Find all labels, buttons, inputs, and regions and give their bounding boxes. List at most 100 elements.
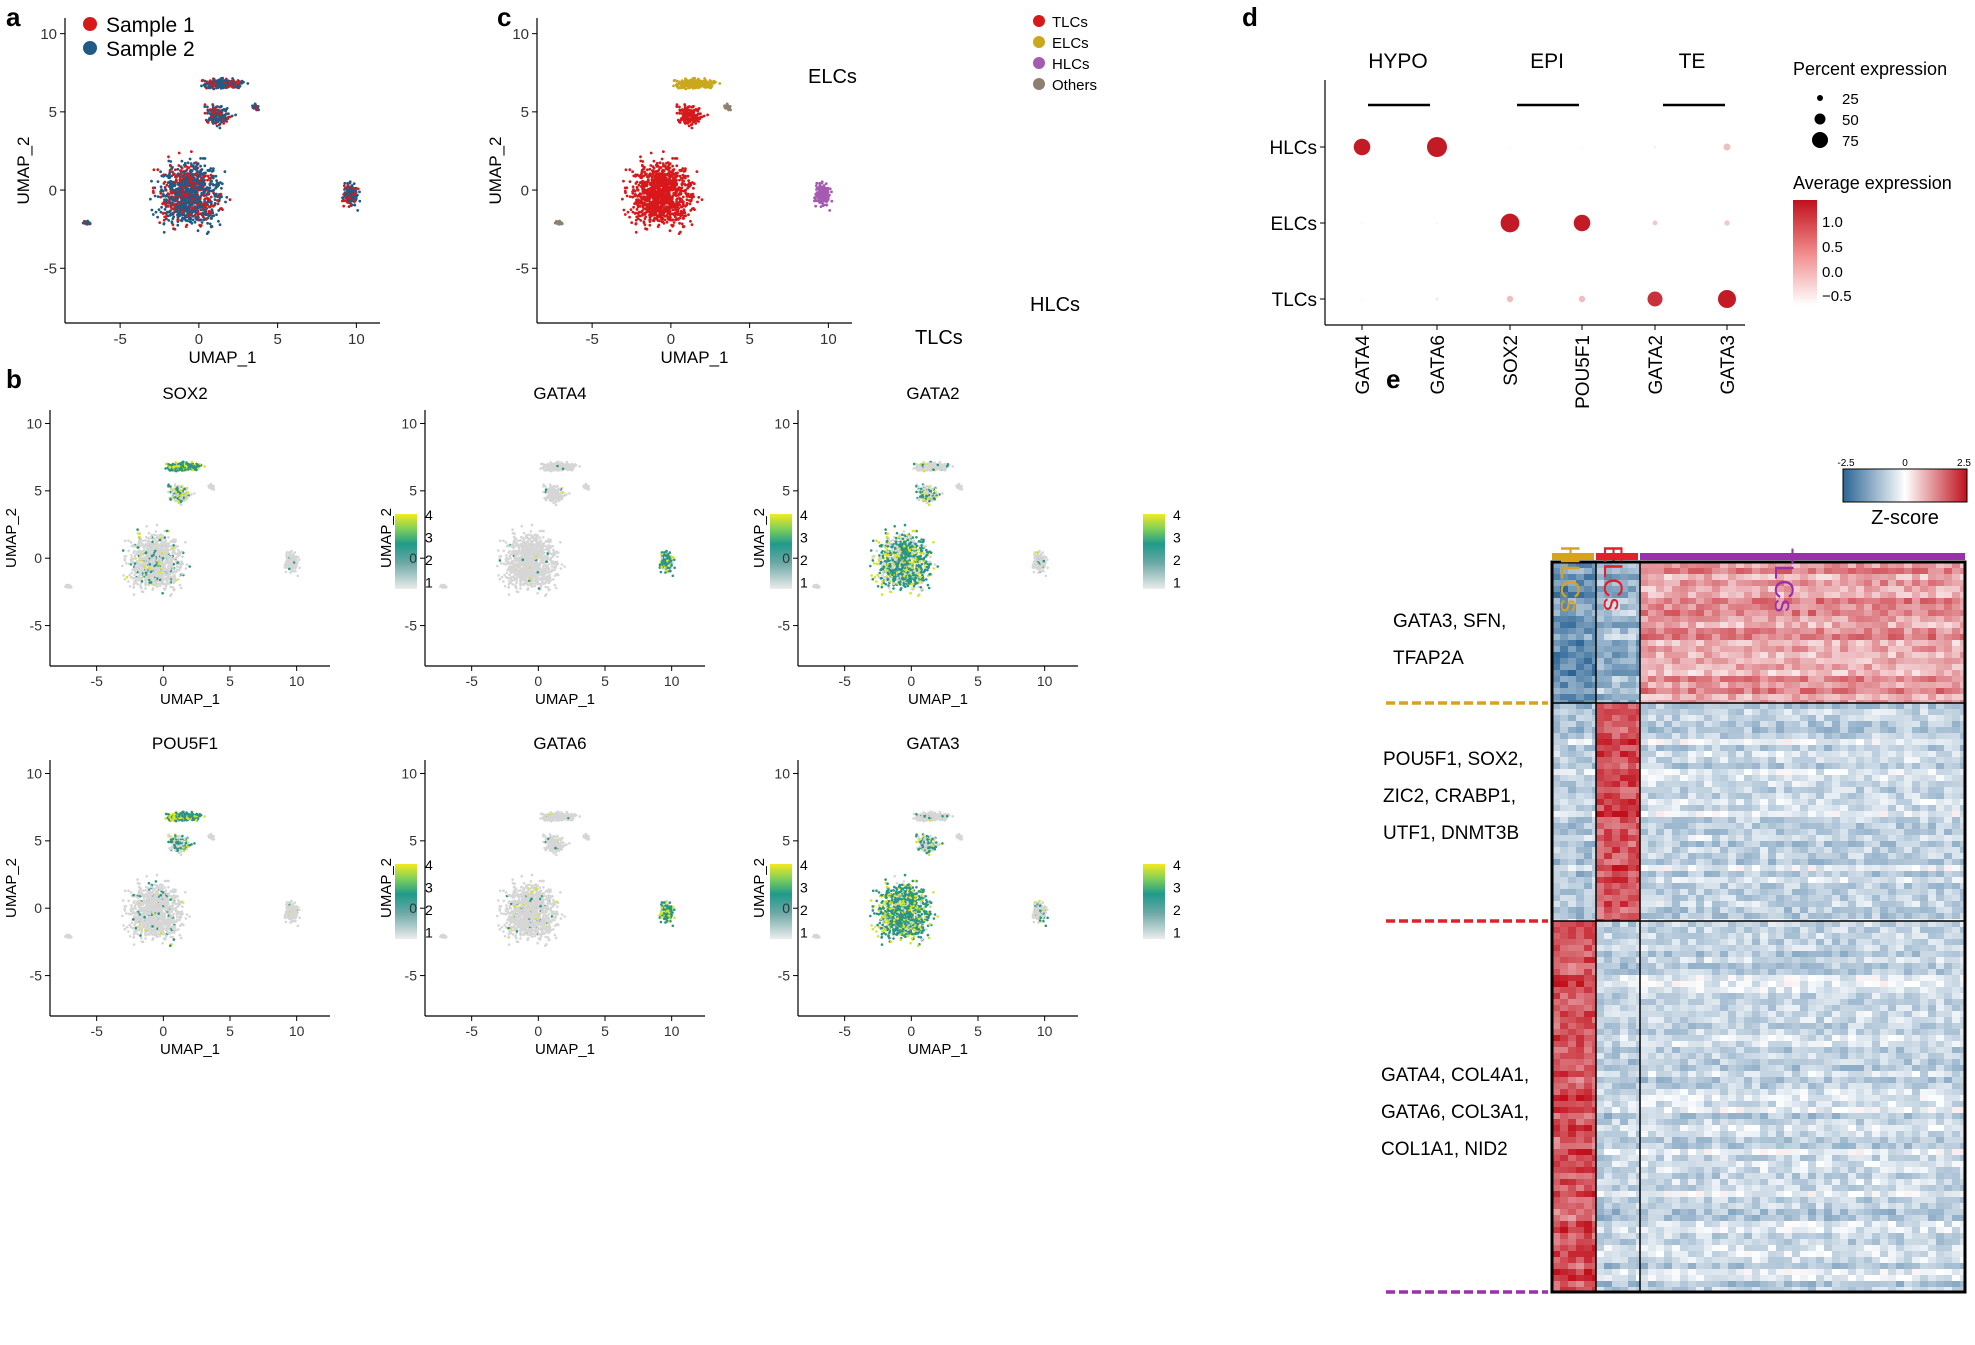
scatter-point [208, 222, 212, 226]
feature-point [153, 533, 156, 536]
scatter-point [159, 185, 163, 189]
scatter-point [215, 124, 219, 128]
scatter-point [668, 209, 672, 213]
scatter-point [156, 215, 160, 219]
scatter-point [672, 221, 676, 224]
feature-point [162, 545, 166, 548]
scatter-point [215, 185, 219, 189]
scatter-point [186, 161, 190, 165]
scatter-point [818, 194, 821, 198]
scatter-point [173, 168, 177, 172]
scatter-point [669, 202, 673, 206]
legend-sample2-marker [83, 41, 97, 55]
scatter-point [189, 174, 192, 178]
scatter-point [676, 174, 679, 178]
feature-point [171, 495, 174, 498]
scatter-point [176, 167, 180, 171]
scatter-point [203, 205, 206, 209]
feature-point [148, 576, 151, 580]
feature-point [147, 531, 151, 535]
scatter-point [644, 189, 648, 193]
scatter-point [159, 210, 163, 214]
feature-point [150, 565, 154, 569]
scatter-point [668, 204, 672, 208]
feature-point [170, 565, 174, 568]
scatter-point [164, 194, 167, 198]
feature-point [133, 573, 136, 577]
scatter-point [185, 205, 189, 209]
scatter-point [205, 232, 209, 236]
feature-point [127, 562, 131, 566]
scatter-point [200, 84, 203, 88]
scatter-point [200, 79, 204, 83]
scatter-point [634, 222, 638, 225]
feature-point [169, 594, 172, 597]
scatter-point [221, 114, 225, 118]
feature-point [158, 552, 162, 555]
scatter-point [168, 172, 172, 176]
feature-point [141, 590, 145, 594]
scatter-point [661, 177, 665, 181]
feature-point [174, 570, 177, 574]
scatter-point [156, 180, 160, 184]
scatter-point [624, 191, 627, 195]
feature-point [127, 549, 130, 553]
scatter-point [342, 204, 346, 208]
scatter-point [151, 213, 155, 216]
scatter-point [356, 187, 360, 191]
scatter-point [217, 219, 220, 223]
feature-point [184, 541, 187, 544]
feature-point [162, 566, 165, 569]
scatter-point [201, 157, 205, 160]
feature-point [131, 557, 135, 561]
scatter-point [821, 191, 825, 195]
scatter-point [653, 186, 657, 190]
scatter-point [202, 172, 206, 175]
scatter-point [688, 202, 692, 206]
size-legend-dot-75 [1812, 132, 1828, 148]
scatter-point [678, 221, 681, 225]
feature-point [166, 542, 169, 546]
feature-point [145, 525, 148, 528]
scatter-point [182, 170, 186, 174]
scatter-point [195, 217, 198, 221]
feature-point [138, 532, 141, 535]
y-axis-label: UMAP_2 [486, 136, 505, 204]
scatter-point [196, 162, 200, 166]
scatter-point [216, 105, 219, 108]
size-legend-label-25: 25 [1842, 91, 1859, 108]
scatter-point [176, 223, 180, 227]
scatter-point [218, 83, 222, 87]
feature-point [161, 557, 165, 560]
feature-point [161, 591, 164, 595]
scatter-point [683, 169, 687, 173]
legend-others-label: Others [1052, 77, 1097, 94]
scatter-point [665, 161, 668, 165]
scatter-point [191, 214, 195, 218]
scatter-point [209, 83, 212, 86]
scatter-point [700, 82, 704, 86]
scatter-point [665, 205, 669, 208]
feature-point [174, 484, 177, 488]
scatter-point [195, 180, 199, 183]
scatter-point [203, 111, 207, 115]
column-label-gata3: GATA3 [1718, 335, 1739, 394]
scatter-point [656, 199, 659, 202]
feature-point [146, 536, 150, 540]
feature-point [136, 579, 139, 582]
scatter-point [168, 210, 171, 214]
scatter-point [692, 186, 695, 190]
scatter-point [166, 201, 170, 205]
size-legend-dot-50 [1814, 113, 1826, 125]
scatter-point [175, 199, 179, 202]
feature-point [156, 556, 160, 559]
scatter-point [184, 172, 188, 176]
feature-point [167, 536, 170, 539]
scatter-point [203, 79, 207, 83]
scatter-point [666, 201, 670, 204]
scatter-point [674, 191, 678, 194]
scatter-point [681, 83, 684, 86]
